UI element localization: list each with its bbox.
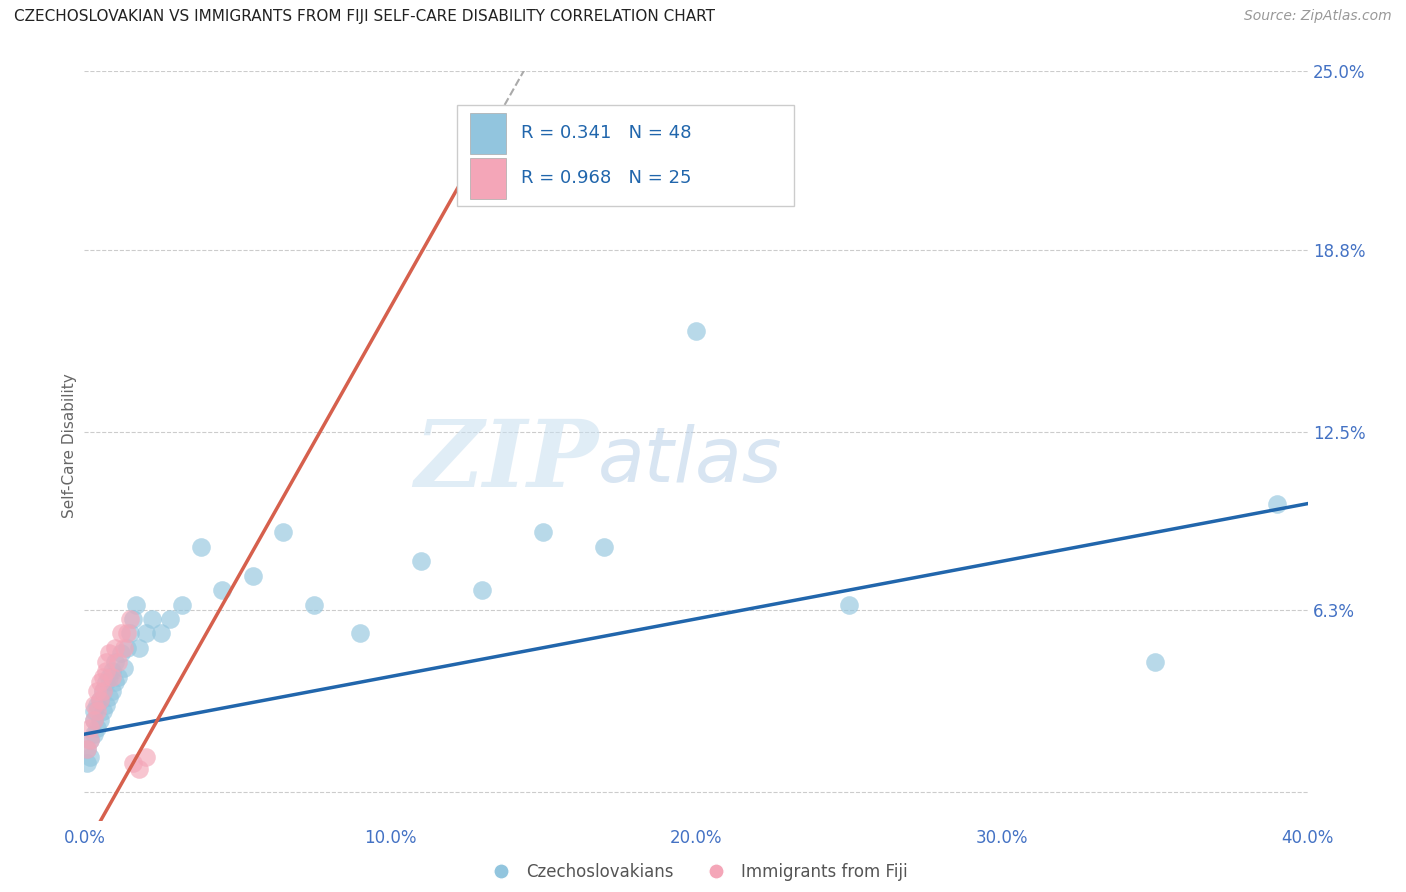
Point [79, 733, 101, 747]
Point [122, 612, 145, 626]
Point [104, 675, 127, 690]
Point [471, 583, 494, 598]
FancyBboxPatch shape [457, 105, 794, 206]
Point [135, 626, 157, 640]
Point [349, 626, 371, 640]
Point [409, 554, 432, 568]
Point [190, 540, 212, 554]
Point [89, 713, 111, 727]
Point [83, 698, 105, 713]
Text: atlas: atlas [598, 424, 783, 498]
Point [76, 741, 98, 756]
Point [112, 661, 135, 675]
Point [110, 626, 132, 640]
Point [101, 669, 124, 683]
Point [135, 750, 157, 764]
Point [97, 690, 120, 704]
Point [91, 669, 114, 683]
Point [86, 722, 108, 736]
Point [79, 733, 101, 747]
Point [141, 612, 163, 626]
Point [115, 640, 138, 655]
Point [97, 669, 120, 683]
Point [101, 664, 124, 678]
Point [79, 750, 101, 764]
Point [91, 704, 114, 718]
Point [128, 762, 150, 776]
Point [149, 626, 172, 640]
Point [86, 684, 108, 698]
Text: ZIP: ZIP [413, 416, 598, 506]
Point [94, 675, 117, 690]
Text: R = 0.341   N = 48: R = 0.341 N = 48 [522, 124, 692, 142]
Point [112, 640, 135, 655]
Point [79, 722, 101, 736]
Point [94, 698, 117, 713]
Point [115, 626, 138, 640]
Point [128, 640, 150, 655]
Point [91, 684, 114, 698]
Point [302, 598, 325, 612]
Point [76, 741, 98, 756]
Point [107, 669, 129, 683]
Point [97, 647, 120, 661]
Point [89, 692, 111, 706]
Point [456, 165, 478, 179]
Point [685, 324, 707, 338]
Point [1143, 655, 1166, 669]
Point [120, 626, 142, 640]
Point [83, 713, 105, 727]
Point [593, 540, 616, 554]
Point [122, 756, 145, 770]
Point [159, 612, 181, 626]
Point [104, 640, 127, 655]
Point [101, 684, 124, 698]
Point [76, 756, 98, 770]
Point [83, 713, 105, 727]
Point [271, 525, 294, 540]
Point [120, 612, 142, 626]
Point [83, 704, 105, 718]
Point [242, 568, 264, 582]
Text: CZECHOSLOVAKIAN VS IMMIGRANTS FROM FIJI SELF-CARE DISABILITY CORRELATION CHART: CZECHOSLOVAKIAN VS IMMIGRANTS FROM FIJI … [14, 9, 716, 24]
Point [89, 675, 111, 690]
Legend: Czechoslovakians, Immigrants from Fiji: Czechoslovakians, Immigrants from Fiji [478, 856, 914, 888]
Point [172, 598, 194, 612]
Point [91, 684, 114, 698]
Point [104, 655, 127, 669]
Text: Source: ZipAtlas.com: Source: ZipAtlas.com [1244, 9, 1392, 23]
Point [89, 692, 111, 706]
Point [94, 655, 117, 669]
FancyBboxPatch shape [470, 158, 506, 199]
Point [86, 704, 108, 718]
Point [107, 655, 129, 669]
Y-axis label: Self-Care Disability: Self-Care Disability [62, 374, 77, 518]
Point [110, 647, 132, 661]
Point [211, 583, 233, 598]
Point [838, 598, 860, 612]
Point [94, 664, 117, 678]
Point [1265, 497, 1288, 511]
Point [83, 727, 105, 741]
Point [125, 598, 148, 612]
Point [86, 698, 108, 713]
FancyBboxPatch shape [470, 112, 506, 153]
Point [531, 525, 554, 540]
Text: R = 0.968   N = 25: R = 0.968 N = 25 [522, 169, 692, 187]
